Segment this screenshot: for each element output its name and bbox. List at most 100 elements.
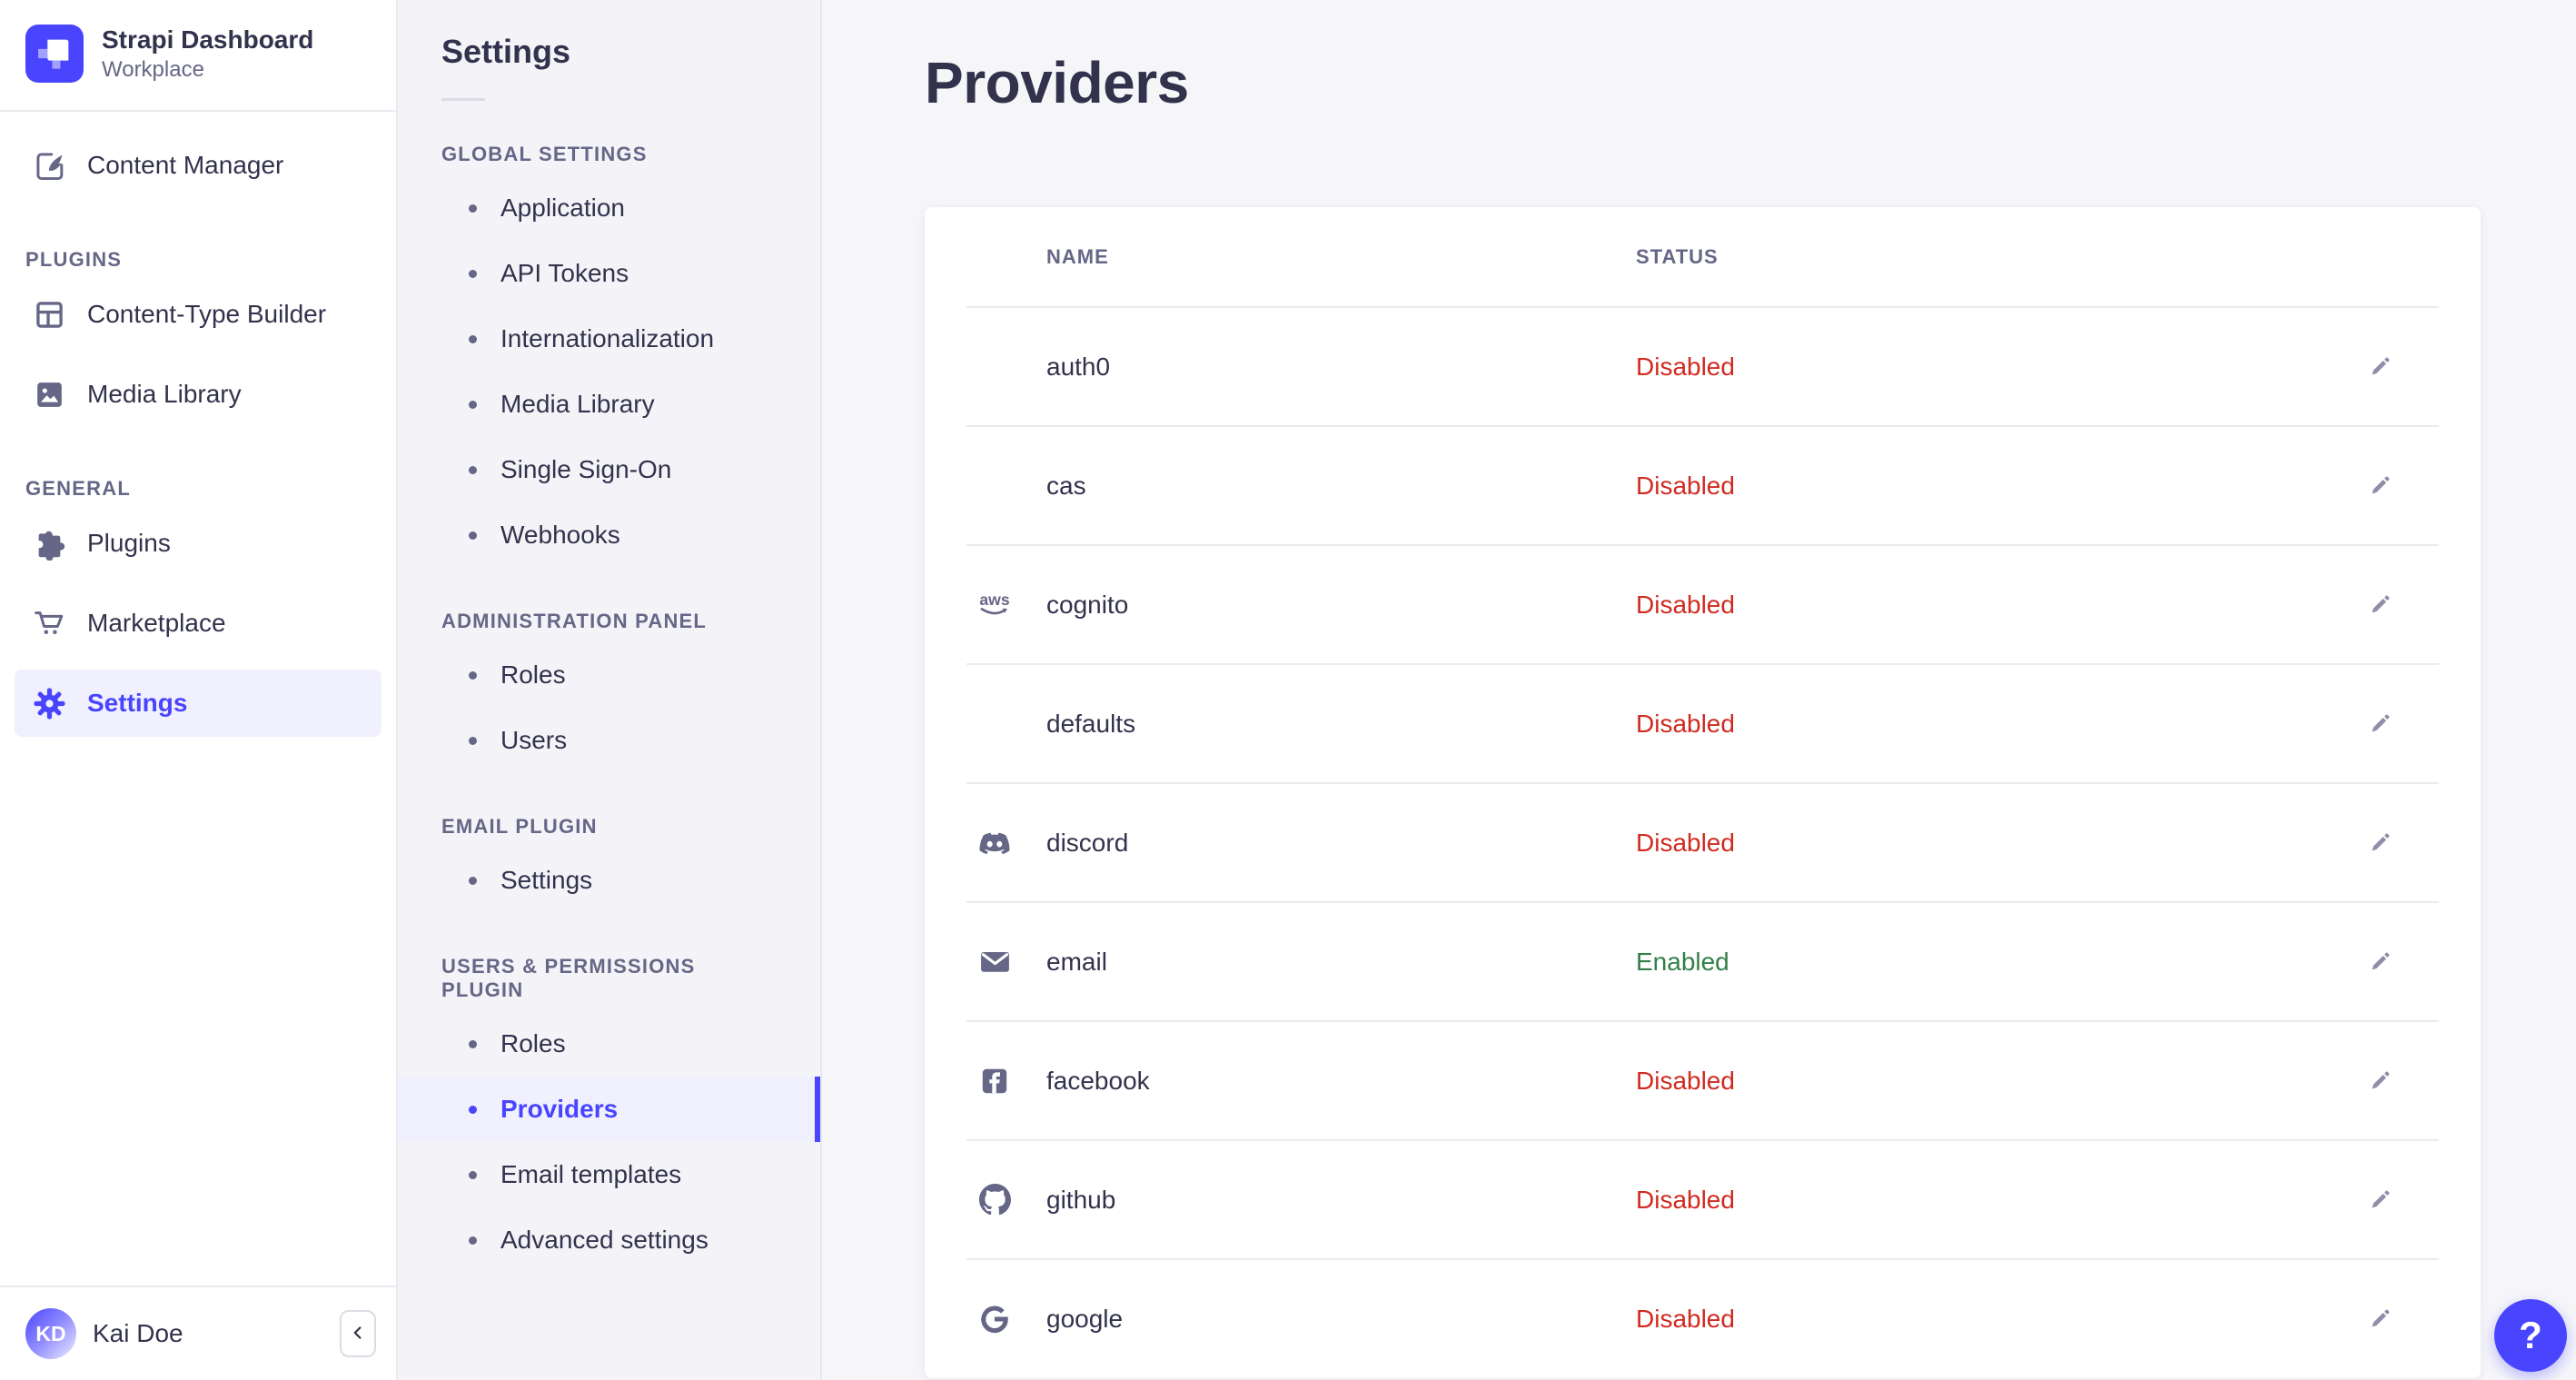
sidebar-item-label: Marketplace [87,609,226,637]
sidebar-section-label-general: GENERAL [25,477,131,500]
providers-table: NAME STATUS auth0 Disabled cas Disabled aws c… [966,207,2439,1378]
provider-name: auth0 [1046,352,1111,381]
subnav-section-label-administration-panel: ADMINISTRATION PANEL [441,610,708,632]
brand-title: Strapi Dashboard [102,25,314,54]
edit-provider-button[interactable] [2359,346,2401,388]
provider-actions-cell [2239,1259,2439,1378]
provider-name-cell: facebook [966,1021,1635,1140]
edit-provider-button[interactable] [2359,1179,2401,1221]
pencil-icon [2366,595,2393,621]
status-badge: Disabled [1636,1066,1735,1095]
table-row-facebook: facebook Disabled [966,1021,2439,1140]
settings-gear-icon [31,685,67,721]
provider-status-cell: Disabled [1635,1021,2239,1140]
subnav-item-label: Roles [500,660,566,689]
provider-status-cell: Disabled [1635,307,2239,426]
edit-provider-button[interactable] [2359,1060,2401,1102]
edit-provider-button[interactable] [2359,584,2401,626]
sidebar-item-marketplace[interactable]: Marketplace [15,590,381,657]
bullet-icon [469,465,477,474]
envelope-icon [975,942,1015,982]
sidebar-item-content-type-builder[interactable]: Content-Type Builder [15,281,381,348]
bullet-icon [469,736,477,745]
subnav-item-internationalization[interactable]: Internationalization [398,306,820,372]
sidebar-item-content-manager[interactable]: Content Manager [15,132,381,199]
edit-provider-button[interactable] [2359,703,2401,745]
subnav-item-label: Providers [500,1095,619,1123]
subnav-item-webhooks[interactable]: Webhooks [398,502,820,568]
discord-icon [975,823,1015,863]
provider-name: github [1046,1185,1116,1214]
marketplace-icon [31,605,67,641]
provider-name: cognito [1046,590,1129,619]
status-badge: Disabled [1636,590,1735,619]
status-badge: Disabled [1636,709,1735,738]
column-header-actions [2239,207,2439,307]
collapse-sidebar-button[interactable] [340,1310,376,1357]
provider-actions-cell [2239,1140,2439,1259]
sidebar-section-label-plugins: PLUGINS [25,248,123,271]
provider-actions-cell [2239,1021,2439,1140]
subnav-item-single-sign-on[interactable]: Single Sign-On [398,437,820,502]
subnav-item-application[interactable]: Application [398,175,820,241]
bullet-icon [469,670,477,680]
subnav-item-roles[interactable]: Roles [398,1011,820,1077]
provider-status-cell: Enabled [1635,902,2239,1021]
status-badge: Disabled [1636,1305,1735,1333]
sidebar-item-media-library[interactable]: Media Library [15,361,381,428]
bullet-icon [469,400,477,409]
providers-table-card: NAME STATUS auth0 Disabled cas Disabled aws c… [925,207,2481,1378]
table-row-cognito: aws cognito Disabled [966,545,2439,664]
provider-actions-cell [2239,783,2439,902]
help-button[interactable]: ? [2494,1299,2567,1372]
aws-icon: aws [975,585,1015,625]
provider-name: facebook [1046,1066,1150,1095]
subnav-item-label: Internationalization [500,324,715,352]
pencil-icon [2366,1071,2393,1097]
subnav-item-api-tokens[interactable]: API Tokens [398,241,820,306]
avatar[interactable]: KD [25,1308,76,1359]
content-type-builder-icon [31,296,67,333]
subnav-item-roles[interactable]: Roles [398,642,820,708]
subnav-item-email-templates[interactable]: Email templates [398,1142,820,1207]
subnav-item-providers[interactable]: Providers [398,1077,820,1142]
status-badge: Enabled [1636,947,1729,976]
provider-actions-cell [2239,426,2439,545]
provider-status-cell: Disabled [1635,783,2239,902]
edit-provider-button[interactable] [2359,465,2401,507]
pencil-icon [2366,1190,2393,1216]
subnav-item-settings[interactable]: Settings [398,848,820,913]
provider-name-cell: auth0 [966,307,1635,426]
subnav-item-users[interactable]: Users [398,708,820,773]
sidebar-item-settings[interactable]: Settings [15,670,381,737]
subnav-title-rule [441,98,485,101]
provider-name-cell: aws cognito [966,545,1635,664]
bullet-icon [469,531,477,540]
table-row-discord: discord Disabled [966,783,2439,902]
subnav-item-label: Users [500,726,568,754]
provider-status-cell: Disabled [1635,426,2239,545]
provider-name-cell: google [966,1259,1635,1378]
edit-provider-button[interactable] [2359,941,2401,983]
provider-name: email [1046,947,1107,976]
table-header-row: NAME STATUS [966,207,2439,307]
subnav-item-advanced-settings[interactable]: Advanced settings [398,1207,820,1273]
media-library-icon [31,376,67,412]
subnav-item-label: Application [500,194,625,222]
provider-name: google [1046,1305,1124,1333]
table-row-google: google Disabled [966,1259,2439,1378]
provider-name-cell: discord [966,783,1635,902]
pencil-icon [2366,357,2393,383]
provider-name: cas [1046,471,1086,500]
provider-actions-cell [2239,545,2439,664]
edit-provider-button[interactable] [2359,1298,2401,1340]
google-icon [975,1299,1015,1339]
subnav-item-label: Advanced settings [500,1226,708,1254]
provider-name: discord [1046,828,1129,857]
subnav-item-media-library[interactable]: Media Library [398,372,820,437]
sidebar-item-plugins[interactable]: Plugins [15,510,381,577]
column-header-name: NAME [1046,244,1109,268]
chevron-left-icon [349,1324,367,1345]
edit-provider-button[interactable] [2359,822,2401,864]
